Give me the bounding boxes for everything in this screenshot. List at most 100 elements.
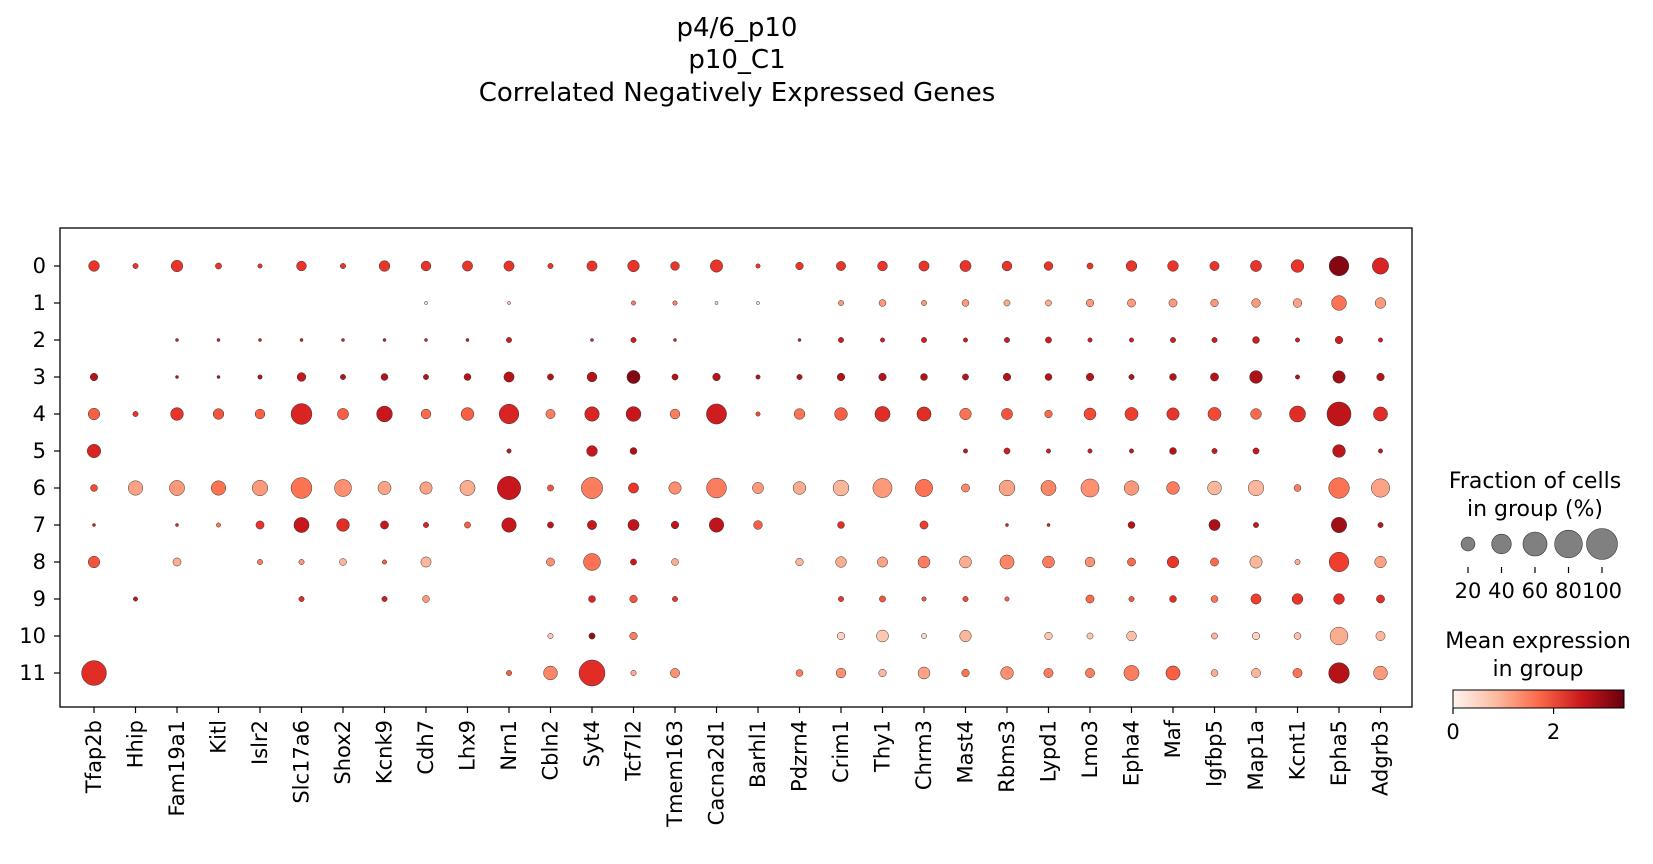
dot <box>1334 335 1344 345</box>
dot <box>459 480 476 496</box>
dot <box>497 476 521 500</box>
dot <box>293 517 310 533</box>
dot <box>630 337 637 343</box>
dot <box>1129 448 1134 454</box>
size-legend-title-2: in group (%) <box>1467 497 1603 522</box>
x-tick-label: Chrm3 <box>912 720 936 790</box>
dot <box>1289 405 1306 423</box>
x-tick-label: Rbms3 <box>995 720 1019 793</box>
dot <box>88 260 100 272</box>
dot <box>1044 409 1053 419</box>
dot <box>1293 484 1302 492</box>
dot <box>671 558 679 566</box>
dot <box>498 403 520 425</box>
dot <box>1292 668 1303 678</box>
dot <box>837 521 845 529</box>
dot <box>838 596 844 602</box>
dot <box>792 481 807 495</box>
dot <box>583 553 601 571</box>
x-axis-ticks: Tfap2b Hhip Fam19a1 Kitl Islr2 Slc17a6 Shox2 Kc… <box>82 707 1393 828</box>
dot <box>832 479 850 497</box>
dot <box>961 483 970 493</box>
dot <box>1249 370 1263 384</box>
dot <box>1250 408 1262 420</box>
size-legend: Fraction of cells in group (%) 20 40 60 80 1… <box>1449 469 1622 603</box>
dot <box>796 374 803 380</box>
dot <box>1250 260 1262 272</box>
dot <box>424 301 428 305</box>
x-tick-label: Syt4 <box>580 720 604 767</box>
dot <box>210 480 227 496</box>
dot <box>1084 556 1096 568</box>
color-legend-title-2: in group <box>1493 657 1584 682</box>
dot <box>962 373 969 381</box>
size-legend-tick-label: 20 <box>1455 579 1482 603</box>
dot <box>1377 522 1384 528</box>
dot <box>1371 478 1390 498</box>
dot <box>1207 407 1222 421</box>
title-line-3: Correlated Negatively Expressed Genes <box>479 78 996 108</box>
y-tick-label: 9 <box>33 587 46 611</box>
dot <box>1125 260 1138 272</box>
y-tick-label: 3 <box>33 365 46 389</box>
dot <box>460 407 475 421</box>
dot <box>132 411 139 417</box>
dot <box>668 481 682 495</box>
dot <box>87 407 101 421</box>
dot <box>1086 632 1094 640</box>
dot <box>836 631 846 641</box>
dot <box>581 477 603 499</box>
dot <box>1291 593 1304 605</box>
dot <box>1165 665 1181 681</box>
dot <box>1328 662 1350 684</box>
dot <box>336 518 350 532</box>
dot <box>334 479 352 497</box>
dot <box>377 481 392 495</box>
dot <box>1251 298 1261 308</box>
dot <box>290 403 313 425</box>
dot <box>503 260 515 272</box>
dot <box>710 259 723 273</box>
dot <box>1087 337 1093 343</box>
dot <box>1083 407 1097 421</box>
dot <box>1168 298 1178 308</box>
dot <box>959 555 972 569</box>
dot <box>836 261 846 271</box>
dot <box>212 408 225 420</box>
dot <box>464 521 471 529</box>
dot <box>1170 337 1176 343</box>
dot <box>1294 559 1301 565</box>
dot <box>1378 448 1383 454</box>
dot <box>961 299 970 307</box>
dot <box>631 300 636 306</box>
dot <box>1005 523 1009 527</box>
dot <box>170 407 184 421</box>
dot <box>257 559 263 565</box>
y-tick-label: 0 <box>33 254 46 278</box>
dot <box>1044 373 1053 381</box>
x-tick-label: Igfbp5 <box>1203 720 1227 787</box>
dot <box>673 338 677 342</box>
dot <box>1290 259 1305 273</box>
dot <box>1046 448 1051 454</box>
dot <box>1169 595 1177 603</box>
color-legend-title-1: Mean expression <box>1445 629 1631 654</box>
dot <box>296 372 307 382</box>
dot <box>1127 557 1136 567</box>
dot <box>216 375 221 379</box>
dot <box>465 338 470 342</box>
dot <box>1166 481 1180 495</box>
dot <box>1331 295 1347 311</box>
dot <box>1127 521 1136 529</box>
dot <box>1376 372 1385 382</box>
dot <box>298 596 305 602</box>
dot <box>1378 337 1383 343</box>
dot <box>1328 255 1350 277</box>
dot <box>170 259 184 273</box>
dot <box>590 338 594 342</box>
dot <box>920 373 928 381</box>
dot <box>1086 262 1094 270</box>
dot <box>1080 478 1100 498</box>
